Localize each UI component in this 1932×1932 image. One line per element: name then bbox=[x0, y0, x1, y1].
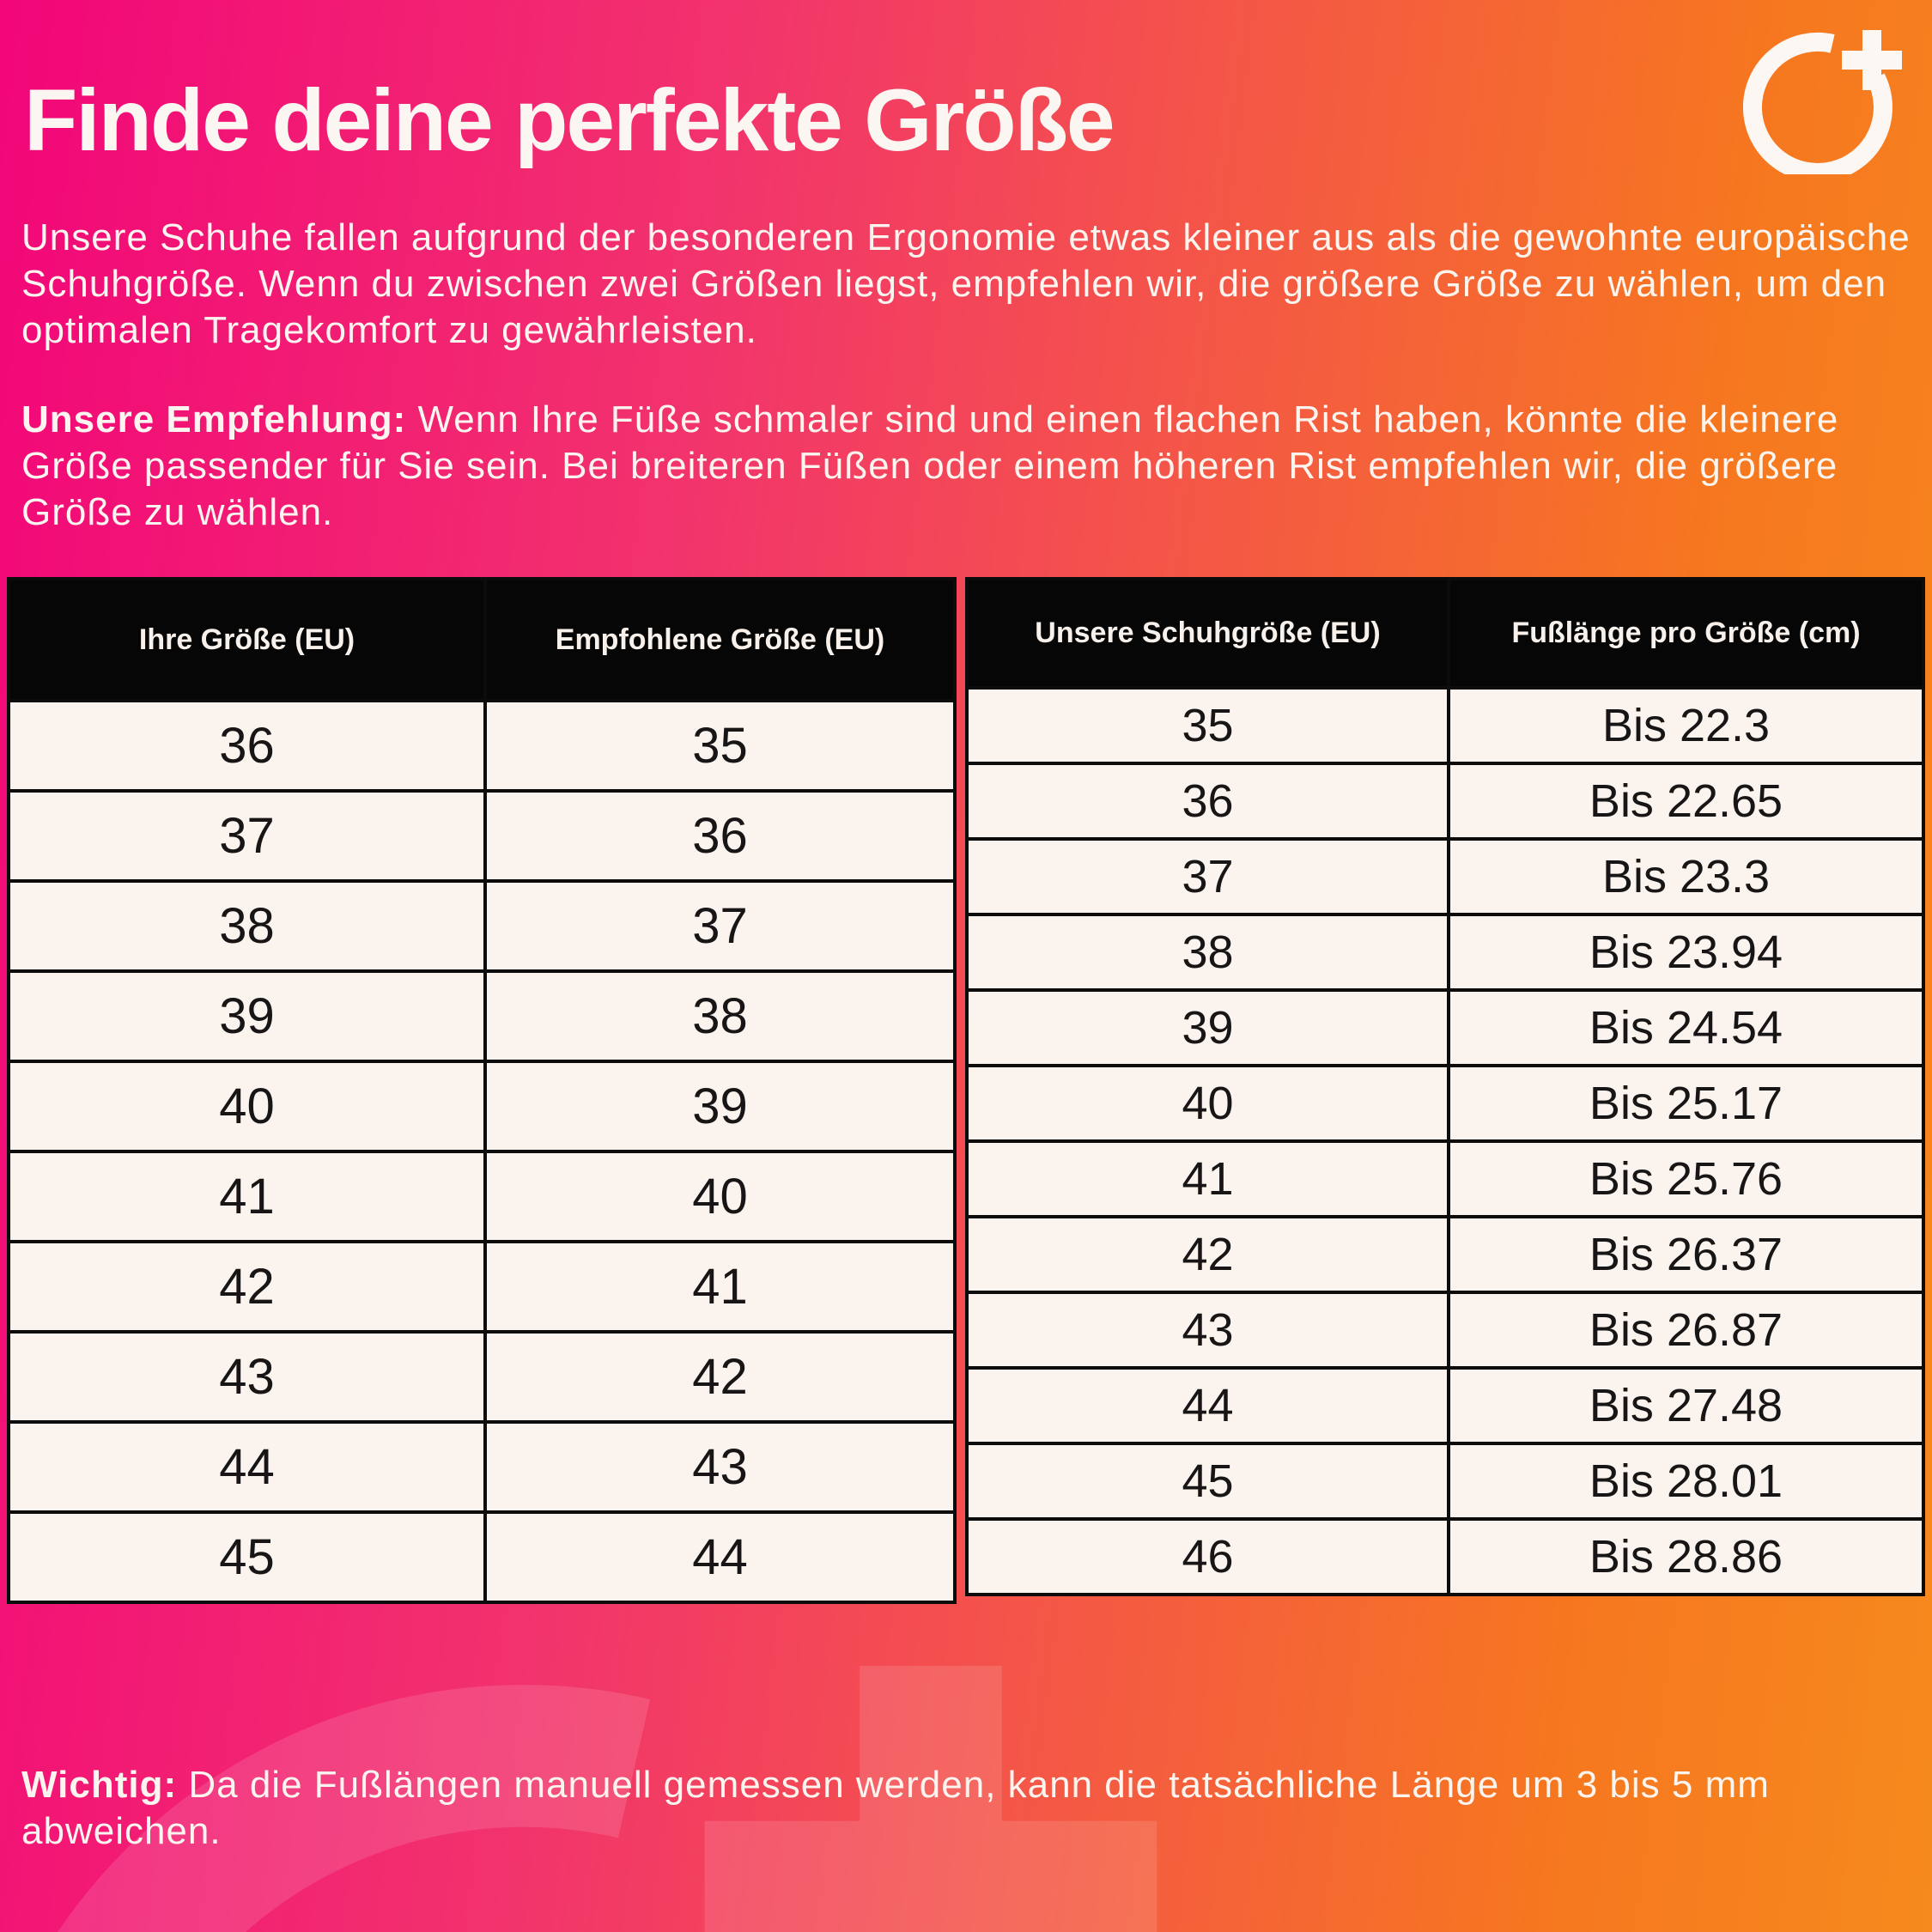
foot-length-cell: Bis 22.3 bbox=[1447, 686, 1925, 765]
your-size-cell: 42 bbox=[7, 1240, 487, 1334]
your-size-cell: 40 bbox=[7, 1060, 487, 1153]
foot-length-table: Unsere Schuhgröße (EU) Fußlänge pro Größ… bbox=[965, 577, 1925, 1596]
table-row: 39 38 bbox=[7, 969, 957, 1063]
table-row: 37 36 bbox=[7, 789, 957, 883]
table-row: 43 42 bbox=[7, 1330, 957, 1424]
table-row: 36 Bis 22.65 bbox=[965, 762, 1925, 841]
our-size-cell: 40 bbox=[965, 1064, 1450, 1143]
foot-length-cell: Bis 24.54 bbox=[1447, 988, 1925, 1067]
intro-text: Unsere Schuhe fallen aufgrund der besond… bbox=[21, 216, 1911, 351]
foot-length-cell: Bis 25.17 bbox=[1447, 1064, 1925, 1143]
foot-length-cell: Bis 27.48 bbox=[1447, 1366, 1925, 1445]
table-row: 38 Bis 23.94 bbox=[965, 913, 1925, 992]
your-size-cell: 43 bbox=[7, 1330, 487, 1424]
your-size-cell: 37 bbox=[7, 789, 487, 883]
recommendation-paragraph: Unsere Empfehlung: Wenn Ihre Füße schmal… bbox=[21, 397, 1911, 536]
our-size-cell: 41 bbox=[965, 1139, 1450, 1218]
our-size-cell: 45 bbox=[965, 1442, 1450, 1521]
table-row: 37 Bis 23.3 bbox=[965, 837, 1925, 916]
our-size-cell: 35 bbox=[965, 686, 1450, 765]
our-size-cell: 46 bbox=[965, 1517, 1450, 1596]
foot-length-cell: Bis 25.76 bbox=[1447, 1139, 1925, 1218]
foot-length-cell: Bis 26.37 bbox=[1447, 1215, 1925, 1294]
size-conversion-table: Ihre Größe (EU) Empfohlene Größe (EU) 36… bbox=[7, 577, 957, 1604]
our-size-cell: 42 bbox=[965, 1215, 1450, 1294]
page-title: Finde deine perfekte Größe bbox=[24, 71, 1115, 169]
our-size-cell: 37 bbox=[965, 837, 1450, 916]
table-row: 44 Bis 27.48 bbox=[965, 1366, 1925, 1445]
table-row: 35 Bis 22.3 bbox=[965, 686, 1925, 765]
table-row: 44 43 bbox=[7, 1420, 957, 1514]
our-size-cell: 43 bbox=[965, 1291, 1450, 1370]
column-header-recommended-size: Empfohlene Größe (EU) bbox=[483, 577, 957, 702]
your-size-cell: 39 bbox=[7, 969, 487, 1063]
our-size-cell: 38 bbox=[965, 913, 1450, 992]
table-row: 41 Bis 25.76 bbox=[965, 1139, 1925, 1218]
recommended-size-cell: 36 bbox=[483, 789, 957, 883]
table-row: 38 37 bbox=[7, 879, 957, 973]
recommendation-lead: Unsere Empfehlung: bbox=[21, 398, 407, 440]
recommended-size-cell: 40 bbox=[483, 1150, 957, 1243]
circle-plus-watermark-icon bbox=[58, 1666, 1157, 1932]
table-header-row: Ihre Größe (EU) Empfohlene Größe (EU) bbox=[7, 577, 957, 702]
table-row: 45 Bis 28.01 bbox=[965, 1442, 1925, 1521]
note-paragraph: Wichtig: Da die Fußlängen manuell gemess… bbox=[21, 1762, 1911, 1855]
table-row: 39 Bis 24.54 bbox=[965, 988, 1925, 1067]
recommended-size-cell: 38 bbox=[483, 969, 957, 1063]
your-size-cell: 44 bbox=[7, 1420, 487, 1514]
table-row: 46 Bis 28.86 bbox=[965, 1517, 1925, 1596]
recommended-size-cell: 37 bbox=[483, 879, 957, 973]
table-row: 42 Bis 26.37 bbox=[965, 1215, 1925, 1294]
your-size-cell: 36 bbox=[7, 699, 487, 793]
recommended-size-cell: 43 bbox=[483, 1420, 957, 1514]
recommended-size-cell: 44 bbox=[483, 1510, 957, 1604]
our-size-cell: 39 bbox=[965, 988, 1450, 1067]
our-size-cell: 36 bbox=[965, 762, 1450, 841]
note-text: Da die Fußlängen manuell gemessen werden… bbox=[21, 1764, 1770, 1852]
your-size-cell: 41 bbox=[7, 1150, 487, 1243]
table-row: 40 39 bbox=[7, 1060, 957, 1153]
table-row: 43 Bis 26.87 bbox=[965, 1291, 1925, 1370]
recommendation-text: Wenn Ihre Füße schmaler sind und einen f… bbox=[21, 398, 1839, 533]
foot-length-cell: Bis 28.01 bbox=[1447, 1442, 1925, 1521]
recommended-size-cell: 35 bbox=[483, 699, 957, 793]
table-row: 40 Bis 25.17 bbox=[965, 1064, 1925, 1143]
foot-length-cell: Bis 22.65 bbox=[1447, 762, 1925, 841]
intro-paragraph: Unsere Schuhe fallen aufgrund der besond… bbox=[21, 215, 1911, 354]
table-row: 42 41 bbox=[7, 1240, 957, 1334]
recommended-size-cell: 42 bbox=[483, 1330, 957, 1424]
our-size-cell: 44 bbox=[965, 1366, 1450, 1445]
your-size-cell: 38 bbox=[7, 879, 487, 973]
circle-plus-logo-icon bbox=[1743, 30, 1902, 174]
column-header-your-size: Ihre Größe (EU) bbox=[7, 577, 487, 702]
recommended-size-cell: 41 bbox=[483, 1240, 957, 1334]
table-row: 45 44 bbox=[7, 1510, 957, 1604]
column-header-our-size: Unsere Schuhgröße (EU) bbox=[965, 577, 1450, 690]
foot-length-cell: Bis 23.3 bbox=[1447, 837, 1925, 916]
table-row: 36 35 bbox=[7, 699, 957, 793]
table-row: 41 40 bbox=[7, 1150, 957, 1243]
recommended-size-cell: 39 bbox=[483, 1060, 957, 1153]
note-lead: Wichtig: bbox=[21, 1764, 178, 1806]
foot-length-cell: Bis 26.87 bbox=[1447, 1291, 1925, 1370]
column-header-foot-length: Fußlänge pro Größe (cm) bbox=[1447, 577, 1925, 690]
table-header-row: Unsere Schuhgröße (EU) Fußlänge pro Größ… bbox=[965, 577, 1925, 690]
your-size-cell: 45 bbox=[7, 1510, 487, 1604]
foot-length-cell: Bis 23.94 bbox=[1447, 913, 1925, 992]
foot-length-cell: Bis 28.86 bbox=[1447, 1517, 1925, 1596]
